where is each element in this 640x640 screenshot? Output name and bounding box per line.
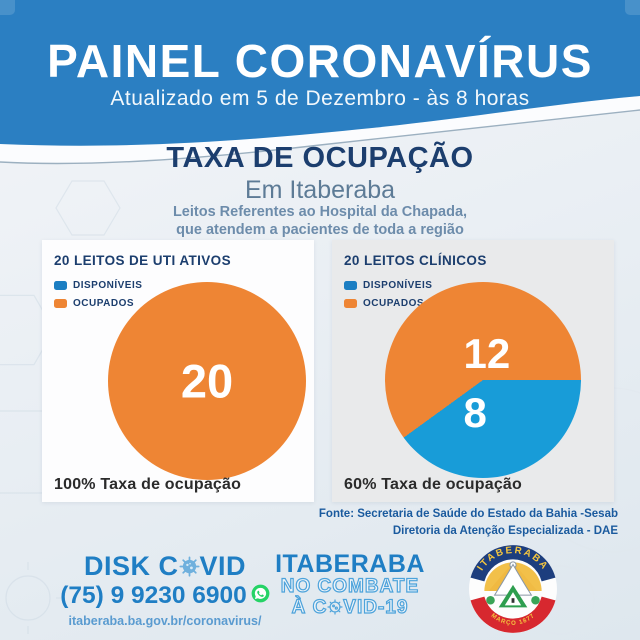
- source-line1: Fonte: Secretaria de Saúde do Estado da …: [318, 508, 618, 520]
- clinical-occupied-value: 12: [463, 329, 511, 377]
- section-note-line1: Leitos Referentes ao Hospital da Chapada…: [172, 204, 468, 220]
- legend-label-ocupados: OCUPADOS: [73, 298, 135, 309]
- campaign-line3-prefix: À C: [291, 596, 328, 618]
- coronavirus-icon: [178, 554, 200, 582]
- data-source: Fonte: Secretaria de Saúde do Estado da …: [319, 506, 618, 539]
- whatsapp-icon: [251, 582, 270, 610]
- uti-card-title: 20 LEITOS DE UTI ATIVOS: [54, 253, 231, 268]
- legend-item-ocupados: OCUPADOS: [54, 298, 142, 309]
- corner-highlight-left: [0, 0, 15, 15]
- coronavirus-outline-icon: [327, 598, 343, 621]
- disk-title-suffix: VID: [199, 551, 247, 581]
- uti-occupancy-rate: 100% Taxa de ocupação: [54, 476, 242, 493]
- legend-label-disponiveis: DISPONÍVEIS: [363, 280, 433, 291]
- page-title: PAINEL CORONAVÍRUS: [47, 35, 593, 87]
- legend-swatch-orange: [344, 299, 357, 308]
- uti-pie-chart: 20: [108, 282, 306, 480]
- campaign-block: ITABERABA NO COMBATE À C VID-19: [266, 552, 434, 620]
- footer: DISK C VID (75) 9 9230 6900 itaberaba.ba.…: [0, 545, 640, 640]
- campaign-line3-suffix: VID-19: [343, 596, 409, 618]
- clinical-card-title: 20 LEITOS CLÍNICOS: [344, 253, 487, 268]
- disk-covid-block: DISK C VID (75) 9 9230 6900 itaberaba.ba.…: [48, 552, 282, 628]
- section-title: TAXA DE OCUPAÇÃO: [166, 142, 474, 174]
- clinical-beds-card: 20 LEITOS CLÍNICOS DISPONÍVEIS OCUPADOS …: [332, 240, 614, 502]
- corner-highlight-right: [625, 0, 640, 15]
- section-subtitle: Em Itaberaba: [244, 176, 396, 204]
- disk-title-prefix: DISK C: [83, 551, 179, 581]
- uti-legend: DISPONÍVEIS OCUPADOS: [54, 280, 142, 316]
- legend-swatch-blue: [344, 281, 357, 290]
- section-note-line2: que atendem a pacientes de toda a região: [176, 222, 464, 238]
- uti-beds-card: 20 LEITOS DE UTI ATIVOS DISPONÍVEIS OCUP…: [42, 240, 314, 502]
- header-wave: [0, 0, 640, 165]
- legend-label-disponiveis: DISPONÍVEIS: [73, 280, 143, 291]
- updated-at-text: Atualizado em 5 de Dezembro - às 8 horas: [110, 87, 530, 110]
- coronavirus-website-url: itaberaba.ba.gov.br/coronavirus/: [68, 613, 262, 628]
- legend-item-disponiveis: DISPONÍVEIS: [344, 280, 432, 291]
- clinical-available-value: 8: [463, 388, 487, 436]
- header: PAINEL CORONAVÍRUS Atualizado em 5 de De…: [0, 0, 640, 170]
- legend-item-disponiveis: DISPONÍVEIS: [54, 280, 142, 291]
- disk-covid-phone: (75) 9 9230 6900: [48, 582, 282, 610]
- disk-covid-title: DISK C VID: [48, 552, 282, 582]
- uti-occupied-value: 20: [180, 354, 234, 408]
- legend-label-ocupados: OCUPADOS: [363, 298, 425, 309]
- campaign-line2: NO COMBATE: [280, 576, 420, 597]
- campaign-line3: À C VID-19: [266, 596, 434, 621]
- legend-swatch-blue: [54, 281, 67, 290]
- clinical-occupancy-rate: 60% Taxa de ocupação: [344, 476, 522, 493]
- itaberaba-municipal-seal: ITABERABA MARÇO 1877: [468, 544, 558, 639]
- clinical-legend: DISPONÍVEIS OCUPADOS: [344, 280, 432, 316]
- source-line2: Diretoria da Atenção Especializada - DAE: [392, 524, 618, 537]
- clinical-pie-chart: 12 8: [385, 282, 581, 478]
- campaign-city-name: ITABERABA: [275, 550, 425, 578]
- legend-item-ocupados: OCUPADOS: [344, 298, 432, 309]
- legend-swatch-orange: [54, 299, 67, 308]
- phone-number: (75) 9 9230 6900: [60, 582, 247, 610]
